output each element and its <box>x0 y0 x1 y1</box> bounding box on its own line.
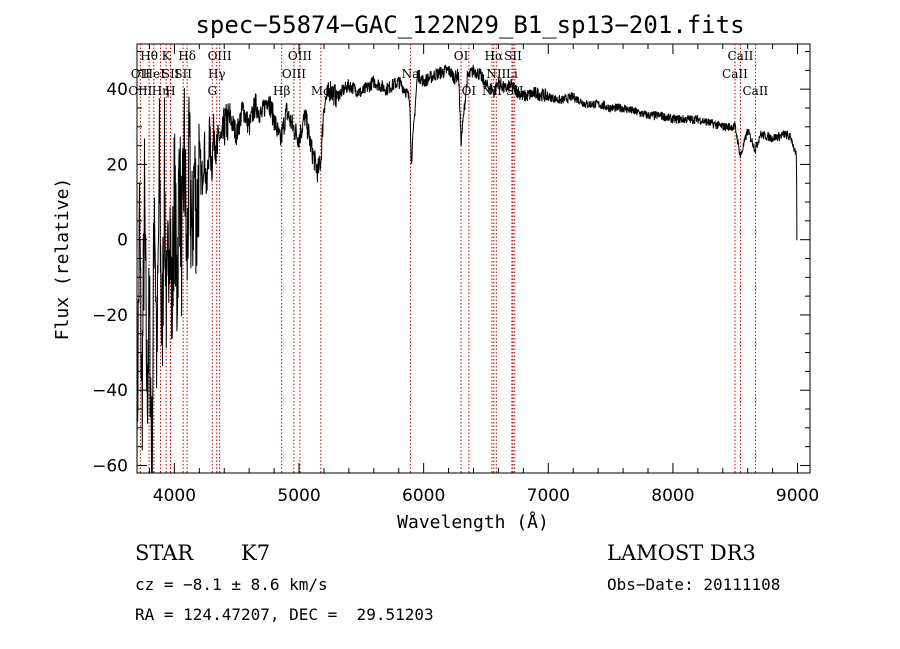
line-label: K <box>162 49 172 63</box>
object-class: STAR <box>135 541 194 565</box>
y-axis-label: Flux (relative) <box>52 178 73 341</box>
chart-title: spec−55874−GAC_122N29_B1_sp13−201.fits <box>195 11 744 39</box>
x-tick-label: 5000 <box>277 486 320 506</box>
line-label: Li <box>506 67 518 81</box>
x-tick-label: 9000 <box>776 486 819 506</box>
survey-name: LAMOST DR3 <box>607 541 756 565</box>
spectrum-data <box>136 64 798 474</box>
line-label: Hγ <box>208 67 226 81</box>
y-tick-label: 0 <box>117 231 128 251</box>
line-label: Mg <box>311 84 331 98</box>
x-tick-label: 6000 <box>402 486 445 506</box>
line-label: OII <box>131 67 151 81</box>
line-label: CaII <box>728 49 754 63</box>
line-label: Hη <box>152 84 170 98</box>
line-label: Hα <box>485 49 504 63</box>
obs-date: Obs−Date: 20111108 <box>607 575 780 594</box>
line-label: SII <box>174 67 192 81</box>
line-label: Hβ <box>273 84 290 98</box>
y-tick-label: −20 <box>92 306 128 326</box>
line-label: G <box>207 84 217 98</box>
line-label: HeI <box>143 67 166 81</box>
line-label: Hθ <box>140 49 158 63</box>
line-label: OI <box>462 84 477 98</box>
line-label: OIII <box>288 49 312 63</box>
y-tick-label: 20 <box>106 155 128 175</box>
y-tick-label: −40 <box>92 381 128 401</box>
line-label: OIII <box>128 84 152 98</box>
plot-frame <box>136 43 811 474</box>
y-axis-ticks: −60 −40 −20 0 20 40 <box>92 51 810 476</box>
line-label: Na <box>402 67 420 81</box>
x-tick-label: 8000 <box>651 486 694 506</box>
line-label: CaII <box>742 84 768 98</box>
line-label: OIII <box>282 67 306 81</box>
line-label: SII <box>504 49 522 63</box>
x-axis-label: Wavelength (Å) <box>397 511 549 533</box>
x-tick-label: 4000 <box>153 486 196 506</box>
line-label: CaII <box>722 67 748 81</box>
x-axis-ticks: 4000 5000 6000 7000 8000 9000 <box>148 44 819 506</box>
line-label: H <box>165 84 175 98</box>
spectrum-flux-line <box>136 64 798 474</box>
line-label: Hδ <box>178 49 196 63</box>
line-label: SII <box>162 67 180 81</box>
x-tick-label: 7000 <box>527 486 570 506</box>
line-label: NII <box>486 67 506 81</box>
y-tick-label: −60 <box>92 456 128 476</box>
spectral-line-markers <box>139 44 756 473</box>
line-label: OI <box>454 49 469 63</box>
y-tick-label: 40 <box>106 80 128 100</box>
coordinates: RA = 124.47207, DEC = 29.51203 <box>135 605 434 624</box>
line-label: OIII <box>208 49 232 63</box>
object-subclass: K7 <box>241 541 270 565</box>
redshift-text: cz = −8.1 ± 8.6 km/s <box>135 575 328 594</box>
